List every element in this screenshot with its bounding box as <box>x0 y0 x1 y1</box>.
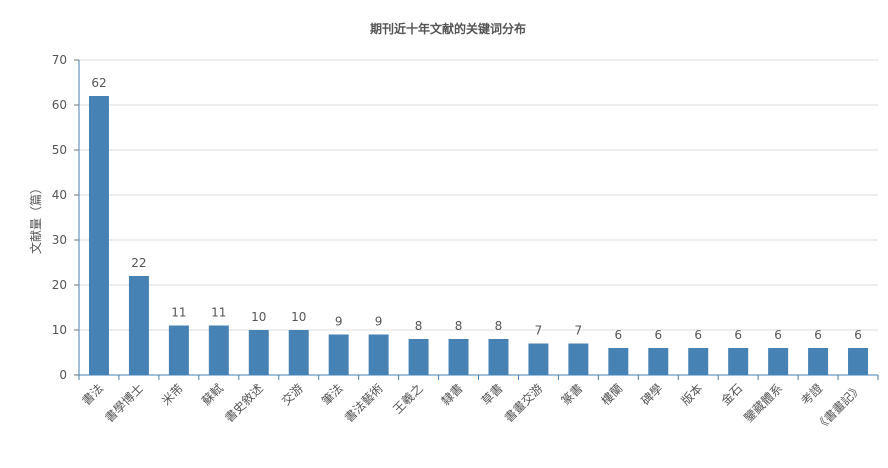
bar[interactable] <box>608 348 629 375</box>
bar[interactable] <box>328 334 349 376</box>
bar-value-label: 6 <box>814 328 822 342</box>
x-tick-label: 樓蘭 <box>598 381 626 409</box>
bar-value-label: 7 <box>575 324 583 338</box>
bar-value-label: 8 <box>415 319 423 333</box>
x-tick-label: 金石 <box>718 381 746 409</box>
x-tick-label: 筆法 <box>319 381 346 408</box>
y-tick-label: 70 <box>52 53 67 67</box>
axes <box>78 60 879 380</box>
bar[interactable] <box>528 343 549 376</box>
bar[interactable] <box>128 276 149 375</box>
bar[interactable] <box>248 330 269 375</box>
bar-value-label: 10 <box>291 310 306 324</box>
x-tick-label: 鑒藏體系 <box>741 381 785 425</box>
x-tick-label: 草書 <box>479 381 506 408</box>
bar-value-label: 6 <box>654 328 662 342</box>
bar-value-label: 9 <box>375 315 383 329</box>
y-tick-label: 60 <box>52 98 67 112</box>
y-tick-label: 30 <box>52 233 67 247</box>
x-tick-label: 書法 <box>79 381 106 408</box>
value-labels: 62 22 11 11 10 10 9 9 8 8 8 7 7 6 6 6 6 6 6 6 <box>91 76 862 342</box>
x-tick-label: 米芾 <box>159 381 186 408</box>
bar[interactable] <box>208 325 229 376</box>
x-tick-label: 篆書 <box>558 381 586 409</box>
bar[interactable] <box>808 348 829 375</box>
y-tick-label: 0 <box>59 368 67 382</box>
bar[interactable] <box>448 339 469 375</box>
bar[interactable] <box>368 334 389 376</box>
bar-value-label: 8 <box>495 319 503 333</box>
y-tick-label: 50 <box>52 143 67 157</box>
y-tick-label: 10 <box>52 323 67 337</box>
bar-value-label: 7 <box>535 324 543 338</box>
y-tick-label: 40 <box>52 188 67 202</box>
bar[interactable] <box>88 96 109 375</box>
bar[interactable] <box>688 348 709 375</box>
x-tick-label: 碑學 <box>638 381 666 409</box>
bar[interactable] <box>488 339 509 375</box>
bar[interactable] <box>408 339 429 375</box>
bar-value-label: 11 <box>211 306 226 320</box>
y-tick-label: 20 <box>52 278 67 292</box>
bar-value-label: 6 <box>734 328 742 342</box>
bar[interactable] <box>168 325 189 376</box>
bar-value-label: 9 <box>335 315 343 329</box>
grid-lines <box>74 59 878 376</box>
y-tick-labels: 0 10 20 30 40 50 60 70 <box>52 53 67 382</box>
y-axis-label: 文献量（篇） <box>28 182 43 254</box>
bar-value-label: 6 <box>854 328 862 342</box>
x-tick-label: 蘇軾 <box>199 381 226 408</box>
bar-value-label: 11 <box>171 306 186 320</box>
x-tick-label: 書法藝術 <box>342 381 386 425</box>
x-tick-labels: 書法書學博士 米芾 蘇軾書史敘述 交游 筆法書法藝術 王羲之 隸書 草書書畫交游 篆書 樓蘭 碑學版… <box>79 381 865 434</box>
bar-value-label: 62 <box>91 76 106 90</box>
bar-value-label: 8 <box>455 319 463 333</box>
bar-value-label: 6 <box>694 328 702 342</box>
x-tick-label: 書史敘述 <box>221 381 266 426</box>
bar-value-label: 6 <box>615 328 623 342</box>
x-tick-label: 考證 <box>798 381 826 409</box>
bar[interactable] <box>648 348 669 375</box>
bars <box>88 96 869 376</box>
x-tick-label: 隸書 <box>439 381 466 408</box>
chart-title: 期刊近十年文献的关键词分布 <box>370 21 526 36</box>
bar-value-label: 22 <box>131 256 146 270</box>
x-tick-label: 書畫交游 <box>501 381 546 426</box>
x-tick-label: 交游 <box>278 381 306 409</box>
x-tick-label: 版本 <box>678 381 705 408</box>
bar-value-label: 10 <box>251 310 266 324</box>
bar[interactable] <box>568 343 589 376</box>
bar[interactable] <box>288 330 309 375</box>
x-tick-label: 王羲之 <box>390 381 425 416</box>
x-tick-label: 書學博士 <box>101 381 146 426</box>
bar-value-label: 6 <box>774 328 782 342</box>
bar[interactable] <box>728 348 749 375</box>
bar[interactable] <box>848 348 869 375</box>
bar[interactable] <box>768 348 789 375</box>
